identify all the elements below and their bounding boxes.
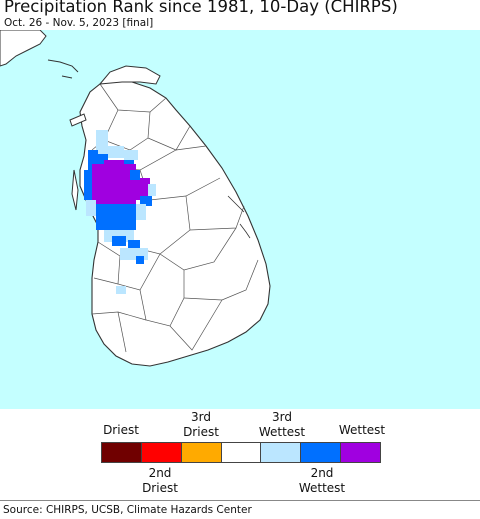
legend-label-2nd-driest: 2nd Driest [142, 466, 178, 495]
legend-label-wettest: Wettest [338, 423, 386, 437]
legend-label-2nd-wettest: 2nd Wettest [298, 466, 346, 495]
footer-divider [0, 500, 480, 501]
east-coast-lagoons [227, 195, 251, 239]
legend-label-driest: Driest [103, 423, 139, 437]
legend-swatch-3rd-wettest [261, 443, 302, 462]
legend-label-3rd-wettest: 3rd Wettest [258, 410, 306, 439]
kalpitiya-peninsula [71, 169, 79, 211]
legend-label-3rd-driest: 3rd Driest [183, 410, 219, 439]
legend-swatch-normal [221, 443, 262, 462]
jaffna-peninsula [98, 65, 161, 85]
rank-pixels [84, 130, 156, 294]
precipitation-rank-map [0, 30, 480, 409]
legend-swatch-wettest [341, 443, 381, 462]
india-coastline [0, 30, 47, 67]
adams-bridge-islands [47, 59, 79, 79]
legend-swatch-3rd-driest [181, 443, 222, 462]
legend-swatch-driest [102, 443, 142, 462]
legend-swatch-2nd-wettest [301, 443, 342, 462]
source-credit: Source: CHIRPS, UCSB, Climate Hazards Ce… [3, 504, 252, 516]
map-title: Precipitation Rank since 1981, 10-Day (C… [4, 0, 398, 16]
legend-color-bar [101, 442, 381, 463]
legend-swatch-2nd-driest [141, 443, 182, 462]
map-subtitle: Oct. 26 - Nov. 5, 2023 [final] [4, 17, 154, 29]
mannar-island [69, 113, 87, 127]
